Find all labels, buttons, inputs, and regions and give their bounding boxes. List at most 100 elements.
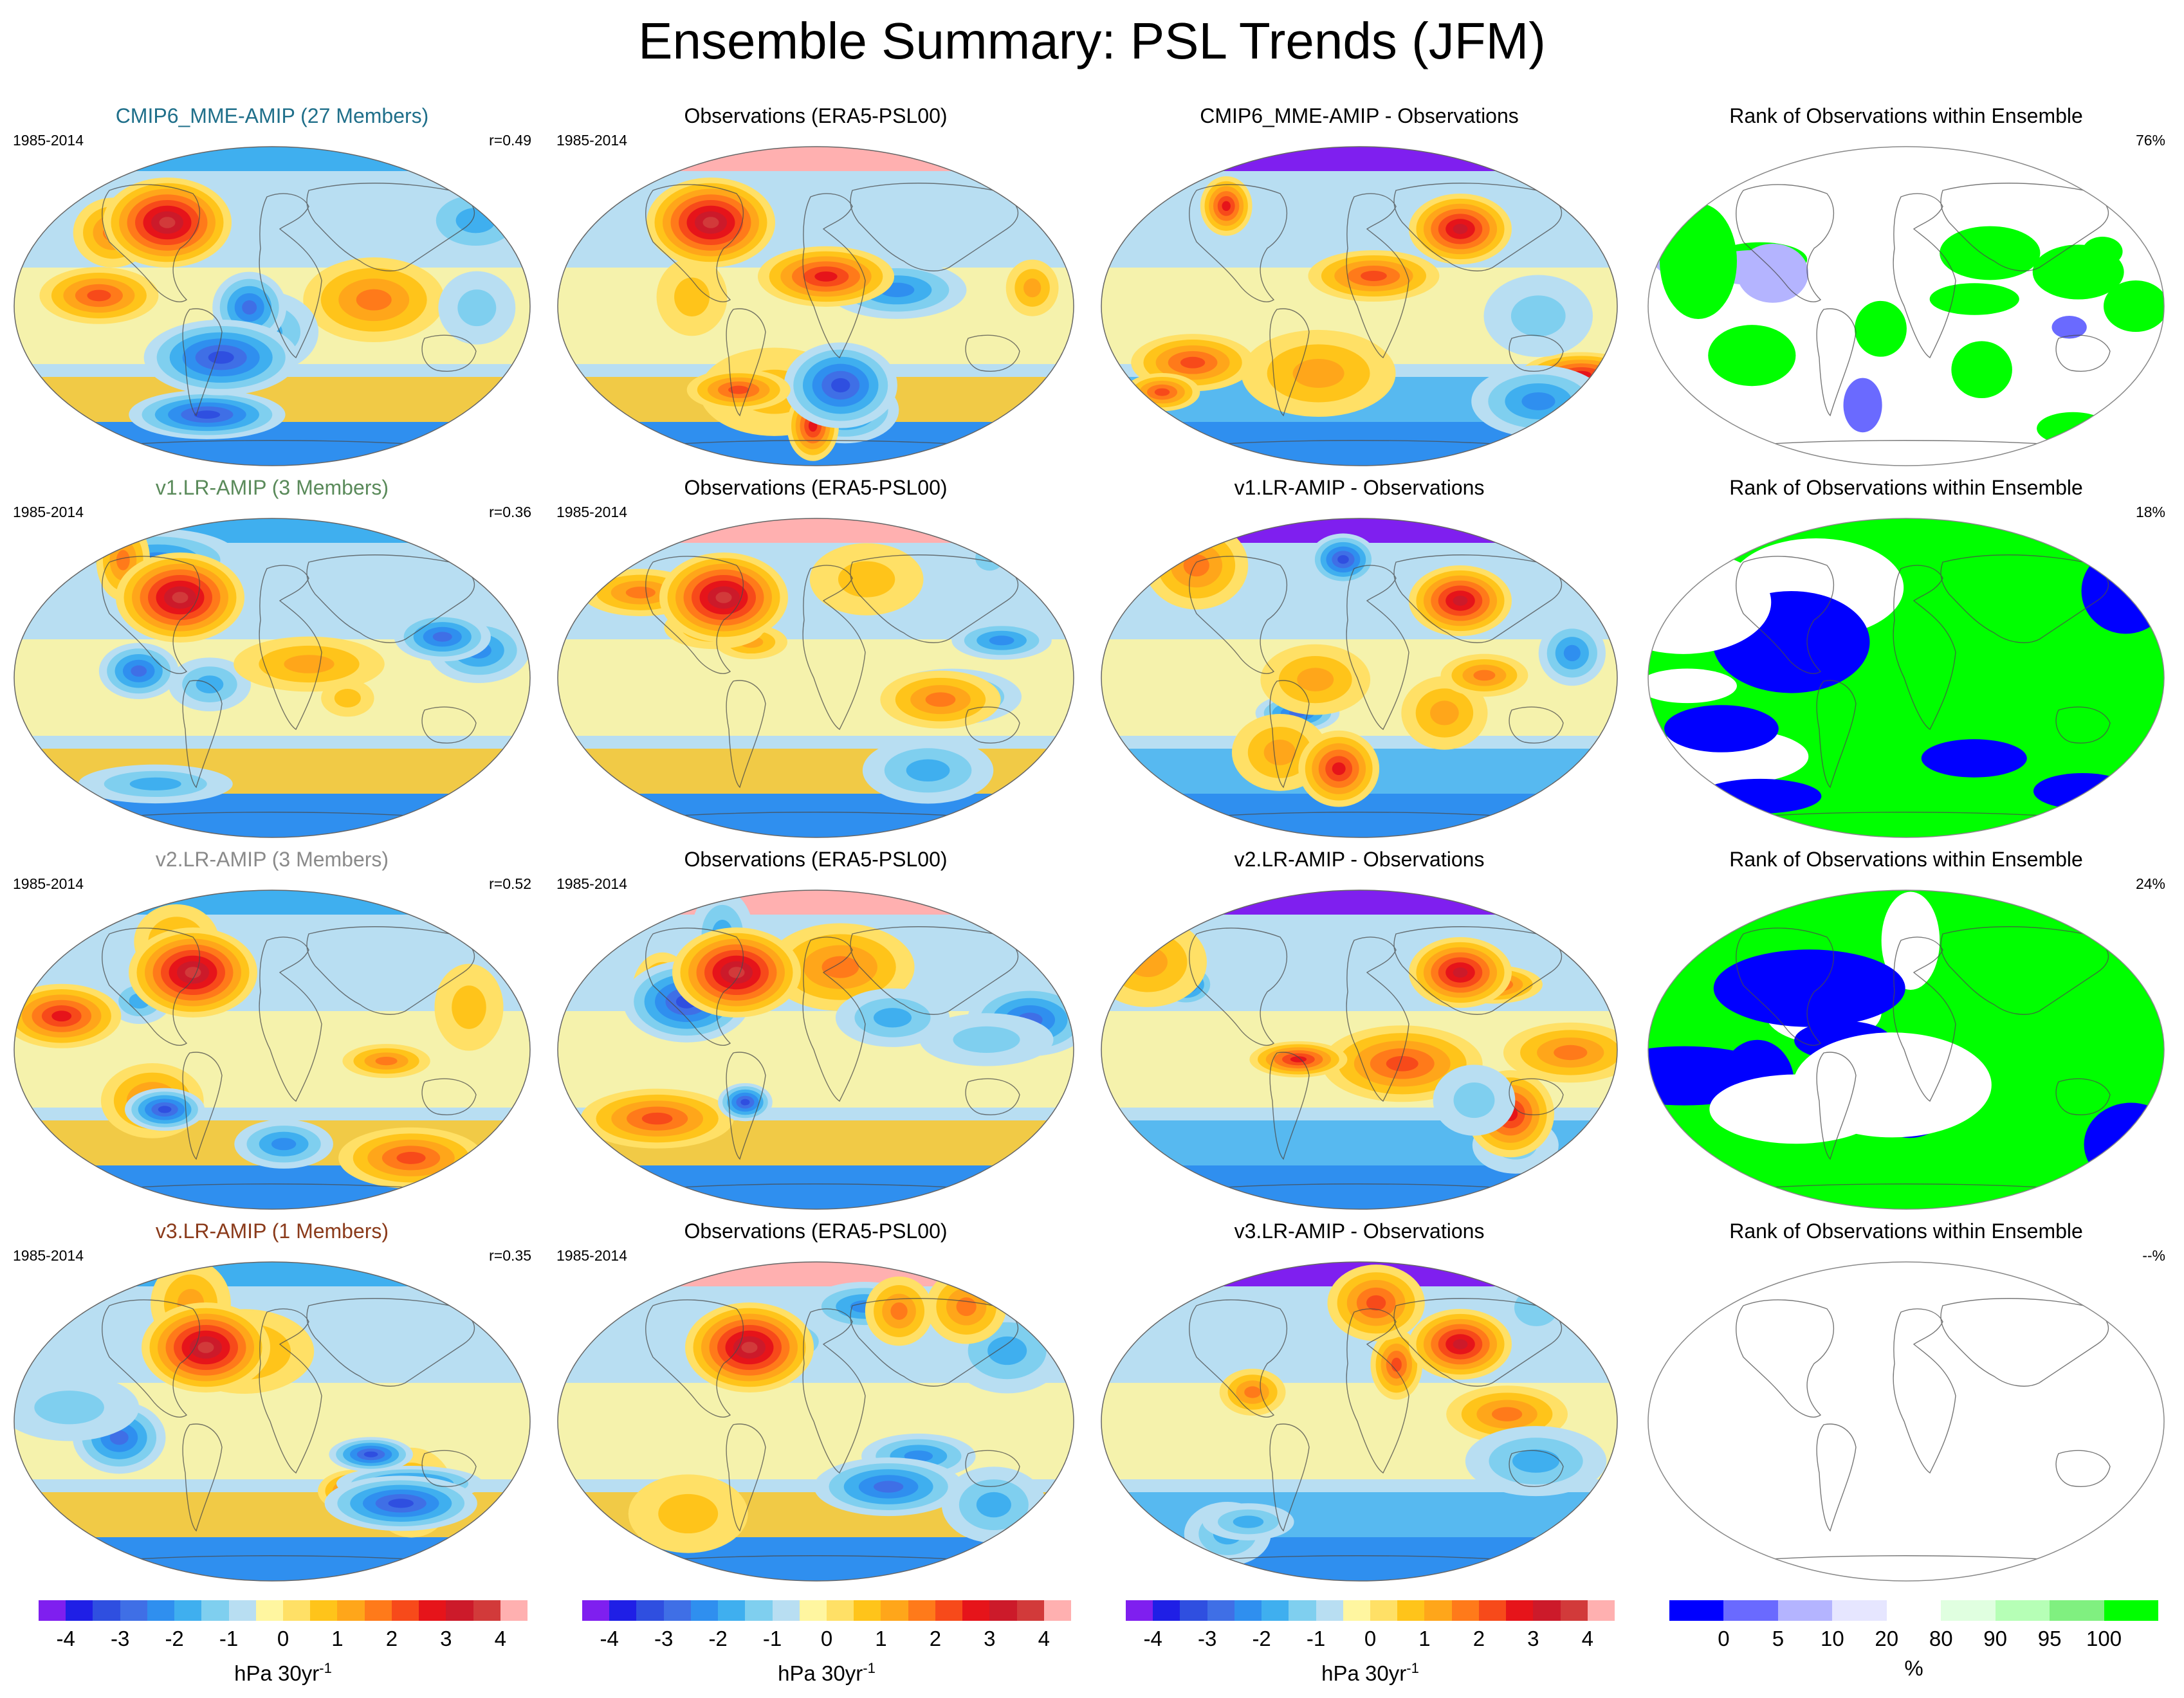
rank-percent-label: --% bbox=[2142, 1247, 2165, 1264]
negative-anomaly bbox=[814, 1457, 963, 1517]
globe-outline bbox=[1647, 1261, 2165, 1582]
panel-observations-row4: Observations (ERA5-PSL00) 1985-2014 bbox=[544, 1218, 1088, 1590]
positive-anomaly bbox=[686, 369, 791, 411]
positive-anomaly bbox=[39, 267, 159, 324]
negative-anomaly bbox=[1465, 1426, 1607, 1497]
colorbar-tick-label: 20 bbox=[1875, 1627, 1899, 1650]
colorbar-unit-text: hPa 30yr bbox=[1321, 1661, 1407, 1685]
colorbar-swatch bbox=[1180, 1600, 1208, 1621]
panel-model-row1: CMIP6_MME-AMIP (27 Members) 1985-2014 r=0.… bbox=[0, 103, 544, 475]
trend-map bbox=[557, 518, 1074, 838]
globe-outline bbox=[1647, 146, 2165, 466]
positive-anomaly bbox=[1005, 259, 1059, 316]
observations-title: Observations (ERA5-PSL00) bbox=[684, 848, 948, 871]
correlation-label: r=0.52 bbox=[489, 875, 531, 892]
positive-anomaly bbox=[321, 679, 374, 717]
trend-field bbox=[558, 890, 1074, 1209]
colorbar-unit-text: hPa 30yr bbox=[234, 1661, 320, 1685]
rank-field bbox=[1648, 147, 2164, 466]
negative-anomaly bbox=[124, 1088, 205, 1131]
panel-rank-row4: Rank of Observations within Ensemble --% bbox=[1634, 1218, 2178, 1590]
globe-outline bbox=[1101, 1261, 1618, 1582]
positive-anomaly bbox=[1308, 250, 1440, 302]
correlation-label: r=0.35 bbox=[489, 1247, 531, 1264]
north-pacific-high bbox=[1409, 937, 1512, 1008]
rank-percent-label: 18% bbox=[2135, 504, 2165, 520]
negative-anomaly bbox=[143, 320, 298, 396]
trend-map bbox=[1101, 146, 1618, 466]
colorbar-unit: hPa 30yr-1 bbox=[1126, 1656, 1615, 1686]
trend-map bbox=[14, 890, 531, 1210]
colorbar-swatch bbox=[609, 1600, 637, 1621]
observations-title: Observations (ERA5-PSL00) bbox=[684, 104, 948, 127]
globe-outline bbox=[14, 146, 531, 466]
rank-region bbox=[1881, 891, 1940, 990]
trend-field bbox=[14, 1262, 530, 1581]
positive-anomaly bbox=[865, 1276, 933, 1346]
colorbar-swatch bbox=[2050, 1600, 2105, 1621]
colorbar-tick-label: 4 bbox=[1038, 1627, 1050, 1650]
negative-anomaly bbox=[234, 1119, 333, 1169]
positive-anomaly bbox=[342, 1044, 430, 1079]
colorbar-swatch bbox=[1234, 1600, 1262, 1621]
rank-region bbox=[1951, 341, 2012, 399]
colorbar-swatch bbox=[1153, 1600, 1180, 1621]
trend-field bbox=[558, 147, 1074, 466]
rank-region bbox=[1940, 226, 2041, 280]
colorbar-tick-label: 2 bbox=[385, 1627, 398, 1650]
colorbar-tick-label: -3 bbox=[110, 1627, 130, 1650]
colorbar-tick-label: 3 bbox=[440, 1627, 452, 1650]
colorbar-swatch bbox=[663, 1600, 692, 1621]
rank-title: Rank of Observations within Ensemble bbox=[1729, 476, 2083, 499]
positive-anomaly bbox=[434, 963, 504, 1051]
negative-anomaly bbox=[1538, 620, 1606, 686]
colorbar-tick-label: 100 bbox=[2086, 1627, 2122, 1650]
colorbar-tick-label: 95 bbox=[2037, 1627, 2062, 1650]
colorbar-swatch bbox=[310, 1600, 338, 1621]
positive-anomaly bbox=[880, 670, 1001, 729]
colorbar-swatch bbox=[690, 1600, 719, 1621]
positive-anomaly bbox=[234, 636, 385, 692]
panel-observations-row1: Observations (ERA5-PSL00) 1985-2014 bbox=[544, 103, 1088, 475]
colorbar-swatch bbox=[1397, 1600, 1425, 1621]
globe-outline bbox=[1101, 146, 1618, 466]
colorbar-swatch bbox=[201, 1600, 230, 1621]
rank-title: Rank of Observations within Ensemble bbox=[1729, 848, 2083, 871]
rank-region bbox=[2033, 772, 2132, 810]
positive-anomaly bbox=[1241, 329, 1396, 417]
positive-anomaly bbox=[303, 257, 445, 343]
globe-outline bbox=[14, 890, 531, 1210]
globe-outline bbox=[557, 518, 1074, 838]
colorbar-swatch bbox=[2104, 1600, 2159, 1621]
colorbar-swatch bbox=[1723, 1600, 1779, 1621]
colorbar-tick-label: -3 bbox=[654, 1627, 674, 1650]
north-pacific-high bbox=[672, 927, 801, 1018]
colorbar-swatch bbox=[1669, 1600, 1724, 1621]
negative-anomaly bbox=[862, 737, 994, 804]
positive-anomaly bbox=[809, 543, 924, 616]
negative-anomaly bbox=[1202, 1503, 1294, 1540]
colorbar-tick-label: -3 bbox=[1197, 1627, 1217, 1650]
panel-observations-row2: Observations (ERA5-PSL00) 1985-2014 bbox=[544, 475, 1088, 846]
colorbar-swatch bbox=[1478, 1600, 1507, 1621]
colorbar-swatch bbox=[39, 1600, 66, 1621]
negative-anomaly bbox=[1483, 275, 1593, 358]
rank-map bbox=[1647, 518, 2165, 838]
panel-difference-row3: v2.LR-AMIP - Observations bbox=[1087, 846, 1631, 1218]
colorbar-tick-label: 0 bbox=[1364, 1627, 1377, 1650]
north-pacific-high bbox=[1409, 565, 1512, 636]
panel-rank-row2: Rank of Observations within Ensemble 18% bbox=[1634, 475, 2178, 846]
colorbar-tick-label: 0 bbox=[1718, 1627, 1730, 1650]
trend-field bbox=[1101, 890, 1617, 1209]
rank-region bbox=[1664, 705, 1779, 753]
difference-title: v3.LR-AMIP - Observations bbox=[1234, 1219, 1485, 1243]
rank-region bbox=[1648, 550, 1772, 654]
colorbar-swatch bbox=[1262, 1600, 1289, 1621]
rank-region bbox=[1709, 1074, 1882, 1144]
negative-anomaly bbox=[329, 1437, 413, 1472]
colorbar-tick-label: 10 bbox=[1820, 1627, 1844, 1650]
colorbar-swatch bbox=[1995, 1600, 2050, 1621]
trend-map bbox=[14, 1261, 531, 1582]
colorbar-swatch bbox=[1451, 1600, 1480, 1621]
colorbar-swatch bbox=[799, 1600, 827, 1621]
